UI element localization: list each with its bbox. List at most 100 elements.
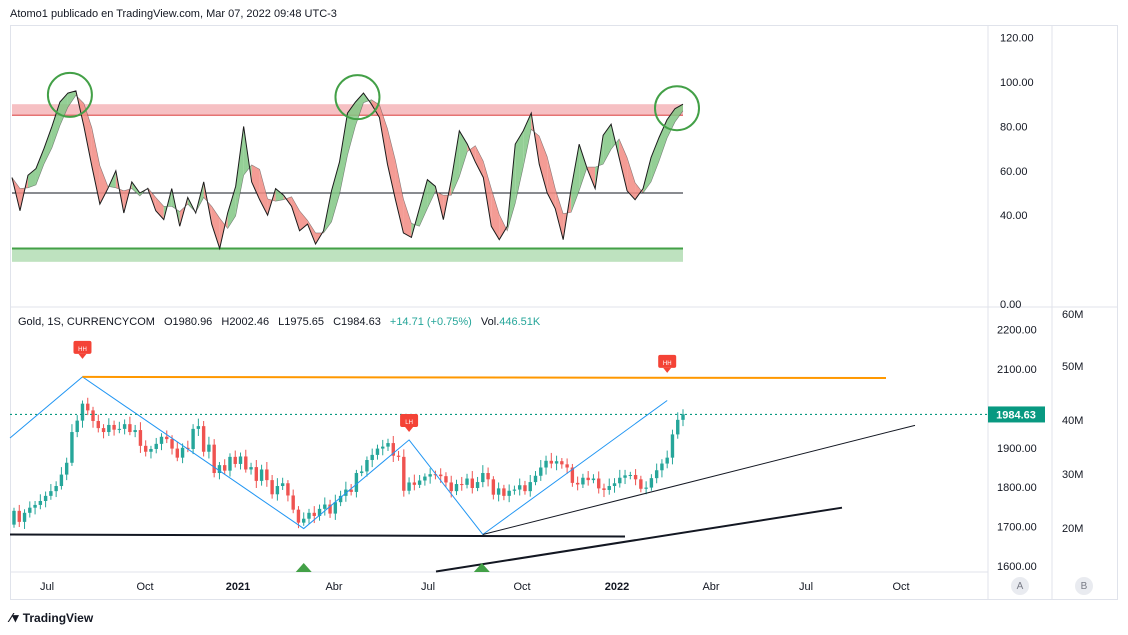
candle-body bbox=[244, 456, 248, 470]
candle-body bbox=[428, 474, 432, 477]
price-tick-label: 1900.00 bbox=[997, 443, 1037, 455]
oscillator-fill-segment bbox=[155, 197, 164, 220]
time-tick-label: Abr bbox=[325, 581, 342, 593]
swing-marker-pointer bbox=[663, 367, 672, 373]
last-price-badge bbox=[988, 406, 1045, 423]
candle-body bbox=[117, 428, 122, 430]
candle-body bbox=[591, 478, 596, 481]
candle-body bbox=[333, 502, 338, 514]
oscillator-fill-segment bbox=[395, 160, 404, 233]
ascending-trendline bbox=[482, 424, 916, 535]
oscillator-fill-segment bbox=[59, 93, 68, 126]
candle-body bbox=[502, 488, 506, 496]
candle-body bbox=[565, 464, 569, 468]
candle-body bbox=[149, 448, 153, 452]
price-tick-label: 1600.00 bbox=[997, 561, 1037, 573]
swing-marker-label: LH bbox=[405, 420, 413, 426]
overbought-band bbox=[12, 104, 683, 116]
candle-body bbox=[96, 421, 100, 429]
candle-body bbox=[554, 461, 559, 464]
price-tick-label: 2100.00 bbox=[997, 364, 1037, 376]
candle-body bbox=[354, 473, 359, 492]
candle-body bbox=[417, 480, 422, 485]
candle-body bbox=[154, 443, 158, 449]
candle-body bbox=[228, 456, 232, 471]
oscillator-fill-segment bbox=[419, 179, 428, 227]
candle-body bbox=[133, 430, 137, 433]
oscillator-fill-segment bbox=[659, 119, 668, 162]
candle-body bbox=[165, 436, 169, 440]
candle-body bbox=[328, 504, 332, 514]
candle-body bbox=[223, 465, 227, 471]
candle-body bbox=[338, 495, 343, 503]
oscillator-fill-segment bbox=[603, 124, 612, 165]
candle-body bbox=[180, 447, 185, 458]
tradingview-brand: TradingView bbox=[22, 611, 94, 625]
swing-marker-badge bbox=[400, 414, 419, 428]
volume-label: Vol. bbox=[480, 316, 500, 328]
oscillator-fill-segment bbox=[67, 90, 76, 108]
symbol-name: Gold, 1S, CURRENCYCOM bbox=[18, 316, 155, 328]
candle-body bbox=[43, 495, 48, 501]
scale-b-button[interactable]: B bbox=[1075, 577, 1093, 595]
candle-body bbox=[307, 512, 311, 519]
tradingview-logo[interactable]: ⁄▾ TradingView bbox=[10, 610, 93, 626]
candle-body bbox=[59, 474, 64, 487]
candle-body bbox=[175, 448, 179, 458]
high-value: H2002.46 bbox=[221, 316, 270, 328]
oscillator-fill-segment bbox=[491, 188, 500, 240]
candle-body bbox=[207, 444, 211, 452]
candle-body bbox=[597, 478, 601, 489]
auto-scale-button[interactable]: A bbox=[1011, 577, 1029, 595]
candle-body bbox=[201, 426, 206, 452]
last-price-label: 1984.63 bbox=[996, 409, 1036, 421]
price-tick-label: 1700.00 bbox=[997, 522, 1037, 534]
oscillator-tick-label: 120.00 bbox=[1000, 33, 1034, 45]
oscillator-fill-segment bbox=[515, 130, 524, 204]
oscillator-fill-segment bbox=[91, 127, 100, 205]
candle-body bbox=[523, 485, 527, 492]
oscillator-fill-segment bbox=[571, 144, 580, 213]
oscillator-fill-segment bbox=[483, 161, 492, 227]
candle-body bbox=[259, 469, 264, 481]
candle-body bbox=[623, 475, 627, 478]
volume-tick-label: 30M bbox=[1062, 469, 1083, 481]
volume-tick-label: 50M bbox=[1062, 361, 1083, 373]
oscillator-fill-segment bbox=[475, 145, 484, 178]
oscillator-fill-segment bbox=[539, 136, 548, 193]
candle-body bbox=[128, 424, 132, 433]
oscillator-tick-label: 60.00 bbox=[1000, 166, 1028, 178]
candle-body bbox=[38, 500, 43, 505]
candle-body bbox=[312, 512, 316, 516]
oscillator-fill-segment bbox=[427, 179, 436, 209]
oscillator-fill-segment bbox=[675, 104, 683, 122]
candle-body bbox=[280, 483, 285, 487]
candle-body bbox=[349, 489, 353, 492]
time-tick-label: Oct bbox=[513, 581, 530, 593]
candle-body bbox=[302, 518, 306, 523]
oscillator-fill-segment bbox=[555, 188, 564, 240]
candle-body bbox=[159, 436, 164, 444]
time-tick-label: 2021 bbox=[226, 581, 250, 593]
candle-body bbox=[396, 455, 401, 457]
candle-body bbox=[254, 467, 259, 481]
oscillator-fill-segment bbox=[235, 126, 244, 216]
oscillator-tick-label: 100.00 bbox=[1000, 77, 1034, 89]
candle-body bbox=[49, 491, 53, 496]
price-tick-label: 2200.00 bbox=[997, 325, 1037, 337]
time-tick-label: Jul bbox=[40, 581, 54, 593]
candle-body bbox=[633, 474, 638, 480]
volume-tick-label: 20M bbox=[1062, 523, 1083, 535]
close-value: C1984.63 bbox=[333, 316, 381, 328]
candle-body bbox=[275, 486, 280, 495]
candle-body bbox=[460, 484, 464, 486]
candle-body bbox=[681, 414, 685, 420]
oscillator-fill-segment bbox=[635, 182, 644, 200]
candle-body bbox=[391, 443, 395, 456]
candle-body bbox=[143, 445, 148, 452]
candle-body bbox=[402, 456, 406, 491]
candle-body bbox=[107, 424, 111, 433]
candle-body bbox=[80, 403, 85, 421]
oscillator-tick-label: 0.00 bbox=[1000, 299, 1021, 311]
